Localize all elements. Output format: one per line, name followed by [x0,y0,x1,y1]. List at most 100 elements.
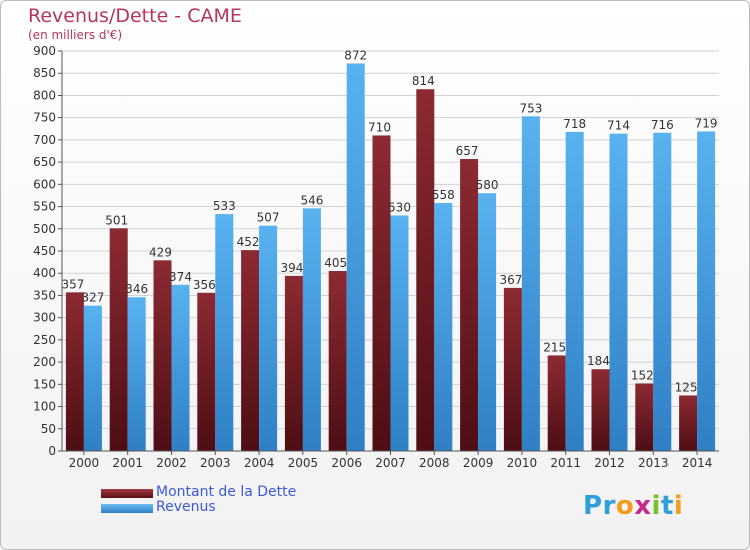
x-tick-label: 2009 [463,456,494,470]
data-label-dette: 452 [237,235,260,249]
y-tick-label: 250 [33,333,56,347]
y-tick-label: 600 [33,177,56,191]
data-label-revenus: 716 [651,118,674,132]
data-label-dette: 405 [324,256,347,270]
legend-label-dette: Montant de la Dette [156,484,297,500]
x-tick-label: 2010 [507,456,538,470]
y-tick-label: 350 [33,288,56,302]
data-label-dette: 357 [61,277,84,291]
logo-letter: r [602,491,616,521]
data-label-dette: 152 [631,368,654,382]
bar-dette [109,228,128,451]
data-label-dette: 814 [412,74,435,88]
logo-letter: P [583,491,603,521]
bar-dette [635,383,654,451]
bar-dette [503,287,522,451]
bars [65,63,716,451]
bar-revenus [346,63,365,451]
x-tick-label: 2011 [550,456,581,470]
data-label-revenus: 346 [125,282,148,296]
legend-swatch-revenus [101,504,153,513]
bar-revenus [215,214,234,451]
y-tick-label: 800 [33,88,56,102]
y-tick-label: 900 [33,44,56,58]
y-tick-label: 0 [48,444,56,458]
x-tick-label: 2005 [288,456,319,470]
bar-dette [416,89,435,451]
data-label-revenus: 327 [81,291,104,305]
proxiti-logo: Proxiti [583,491,683,521]
y-tick-label: 650 [33,155,56,169]
x-tick-label: 2004 [244,456,275,470]
data-label-dette: 710 [368,120,391,134]
y-axis-ticks: 0 50 100 150 200 250 300 350 400 450 500 550 600 650 7… [33,44,62,458]
y-tick-label: 50 [41,422,56,436]
bar-dette [197,292,216,451]
chart-title: Revenus/Dette - CAME [28,5,242,27]
legend-swatch-dette [101,489,153,498]
x-tick-label: 2014 [682,456,713,470]
y-tick-label: 400 [33,266,56,280]
y-tick-label: 700 [33,133,56,147]
bar-dette [328,271,347,451]
y-tick-label: 850 [33,66,56,80]
x-tick-label: 2008 [419,456,450,470]
bar-dette [372,135,391,451]
bar-revenus [697,131,716,451]
y-tick-label: 550 [33,200,56,214]
bar-revenus [434,203,453,451]
data-label-dette: 356 [193,278,216,292]
bar-revenus [259,225,278,451]
bar-dette [460,159,479,451]
data-label-revenus: 558 [432,188,455,202]
bar-dette [591,369,610,451]
data-label-dette: 215 [543,340,566,354]
data-label-revenus: 507 [257,211,280,225]
data-label-revenus: 719 [695,116,718,130]
axes [61,51,719,452]
bar-revenus [478,193,497,451]
x-tick-label: 2007 [375,456,406,470]
bar-revenus [609,133,628,451]
y-tick-label: 750 [33,111,56,125]
x-tick-label: 2000 [69,456,100,470]
y-tick-label: 150 [33,377,56,391]
bar-dette [65,292,84,451]
y-tick-label: 100 [33,400,56,414]
data-label-revenus: 546 [300,193,323,207]
bar-revenus [127,297,146,451]
x-tick-label: 2006 [331,456,362,470]
data-label-revenus: 580 [476,178,499,192]
bar-dette [284,275,303,451]
data-label-revenus: 374 [169,270,192,284]
logo-letter: t [660,491,674,521]
logo-letter: i [673,491,684,521]
logo-letter: i [651,491,661,521]
bar-dette [679,395,698,451]
x-tick-label: 2001 [112,456,143,470]
bar-dette [547,355,566,451]
data-label-revenus: 872 [344,48,367,62]
y-tick-label: 300 [33,311,56,325]
bar-revenus [83,305,102,451]
logo-letter: o [615,491,635,521]
data-label-revenus: 714 [607,119,630,133]
bar-revenus [390,215,409,451]
data-label-dette: 184 [587,354,610,368]
data-label-revenus: 533 [213,199,236,213]
x-axis-ticks: 2000 2001 2002 2003 2004 2005 2006 2007 2008 2009… [69,451,713,470]
logo-letter: x [634,491,652,521]
bar-revenus [302,208,321,451]
x-tick-label: 2012 [594,456,625,470]
data-label-dette: 657 [456,144,479,158]
data-label-dette: 429 [149,245,172,259]
bar-dette [153,260,172,451]
data-label-dette: 125 [675,380,698,394]
bar-revenus [653,132,672,451]
x-tick-label: 2003 [200,456,231,470]
bar-revenus [565,131,584,451]
data-label-dette: 367 [499,273,522,287]
